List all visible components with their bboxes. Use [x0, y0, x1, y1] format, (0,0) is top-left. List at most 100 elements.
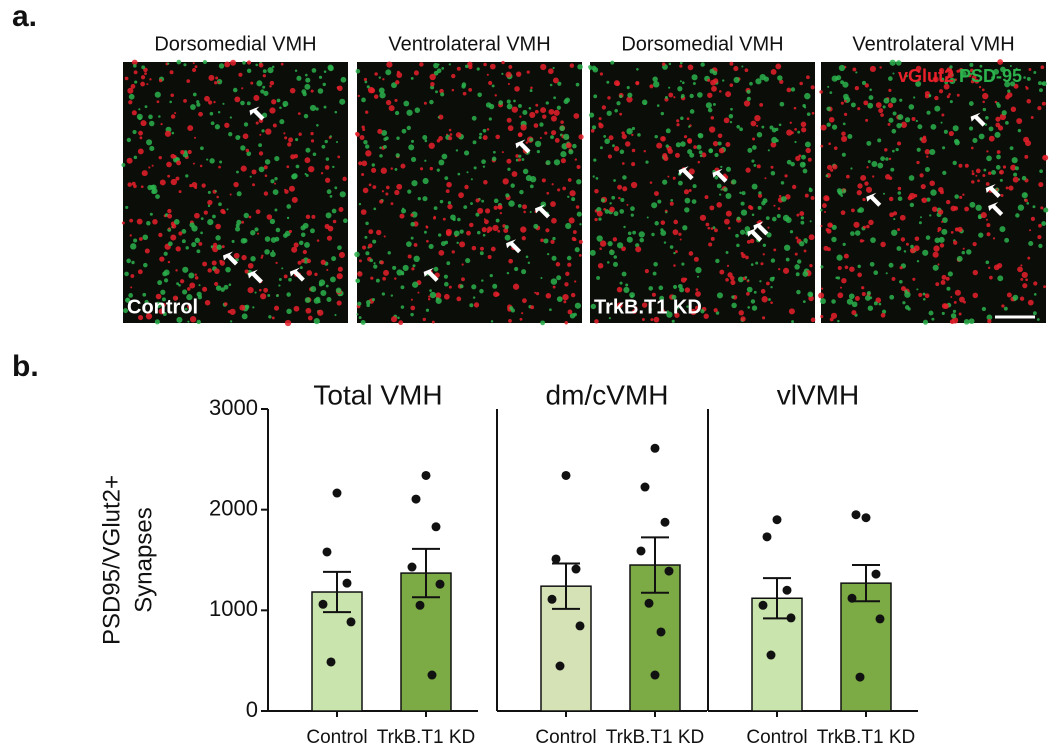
puncta — [383, 269, 390, 276]
puncta — [382, 276, 386, 281]
puncta — [476, 67, 480, 71]
puncta — [253, 94, 260, 101]
puncta — [204, 95, 210, 102]
puncta — [525, 174, 532, 182]
puncta — [183, 150, 188, 154]
puncta — [133, 238, 138, 243]
puncta — [746, 96, 751, 101]
puncta — [890, 97, 897, 104]
puncta — [332, 219, 337, 224]
puncta — [461, 84, 466, 89]
puncta — [888, 117, 894, 123]
puncta — [832, 164, 838, 170]
data-point — [411, 494, 421, 504]
puncta — [514, 266, 519, 272]
puncta — [668, 92, 674, 98]
puncta — [689, 109, 695, 114]
puncta — [756, 124, 759, 127]
puncta — [649, 181, 653, 184]
puncta — [258, 143, 263, 148]
puncta — [950, 295, 953, 298]
puncta — [805, 241, 808, 244]
puncta — [1001, 110, 1007, 116]
puncta — [261, 254, 264, 257]
puncta — [995, 188, 999, 191]
puncta — [160, 289, 166, 295]
puncta — [224, 122, 230, 128]
puncta — [679, 238, 682, 241]
puncta — [937, 263, 940, 266]
puncta — [755, 261, 759, 265]
puncta — [508, 65, 513, 69]
puncta — [644, 269, 649, 274]
puncta — [182, 289, 188, 295]
puncta — [534, 291, 537, 294]
puncta — [920, 137, 927, 144]
puncta — [487, 254, 492, 259]
puncta — [809, 220, 812, 223]
puncta — [645, 160, 649, 164]
puncta — [365, 251, 370, 256]
puncta — [889, 294, 895, 300]
data-point — [342, 578, 352, 588]
puncta — [958, 312, 962, 316]
puncta — [433, 266, 439, 272]
puncta — [671, 319, 675, 323]
puncta — [495, 218, 500, 223]
puncta — [293, 153, 299, 159]
puncta — [357, 94, 360, 98]
puncta — [411, 180, 418, 187]
puncta — [1011, 157, 1018, 164]
puncta — [822, 203, 827, 208]
puncta — [485, 102, 492, 108]
puncta — [679, 64, 683, 68]
puncta — [312, 152, 317, 157]
puncta — [786, 87, 792, 93]
data-point — [650, 670, 660, 680]
puncta — [801, 154, 806, 160]
puncta — [665, 211, 668, 214]
puncta — [1004, 81, 1011, 88]
puncta — [548, 108, 555, 115]
puncta — [133, 70, 138, 75]
puncta — [1025, 85, 1028, 88]
arrow — [970, 112, 986, 127]
puncta — [941, 311, 945, 315]
puncta — [521, 158, 525, 161]
puncta — [148, 114, 153, 120]
puncta — [170, 178, 177, 186]
puncta — [444, 176, 449, 181]
puncta — [400, 285, 405, 290]
puncta — [789, 121, 792, 124]
puncta — [826, 164, 833, 170]
y-axis-label: Synapses — [130, 507, 157, 612]
puncta — [613, 146, 620, 152]
puncta — [553, 159, 561, 166]
puncta — [864, 295, 871, 301]
puncta — [905, 74, 908, 78]
puncta — [261, 129, 265, 133]
puncta — [752, 137, 756, 141]
puncta — [305, 77, 311, 83]
puncta — [797, 130, 801, 134]
puncta — [720, 188, 723, 191]
puncta — [881, 309, 887, 314]
puncta — [890, 167, 895, 172]
puncta — [1032, 205, 1036, 209]
puncta — [719, 269, 725, 275]
data-point — [551, 554, 561, 564]
puncta — [493, 198, 499, 204]
puncta — [827, 85, 830, 88]
puncta — [137, 315, 144, 321]
puncta — [379, 199, 384, 204]
puncta — [630, 181, 638, 189]
puncta — [508, 200, 515, 207]
puncta — [761, 316, 766, 320]
puncta — [263, 165, 268, 170]
puncta — [760, 262, 764, 266]
puncta — [564, 97, 571, 103]
puncta — [1038, 243, 1043, 249]
puncta — [240, 165, 247, 172]
puncta — [297, 260, 302, 265]
channel-label: PSD-95 — [959, 66, 1022, 86]
